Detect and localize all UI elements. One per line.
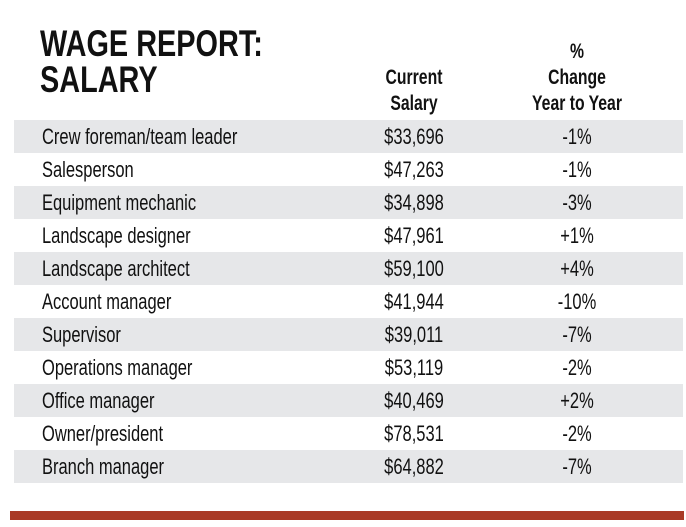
position-cell: Operations manager	[42, 355, 193, 380]
table-row: Supervisor $39,011 -7%	[14, 318, 683, 351]
change-cell: -7%	[562, 454, 592, 479]
position-cell: Branch manager	[42, 454, 164, 479]
change-cell: -1%	[562, 157, 592, 182]
table-row: Account manager $41,944 -10%	[14, 285, 683, 318]
column-header-salary: Current Salary	[369, 65, 459, 117]
table-row: Equipment mechanic $34,898 -3%	[14, 186, 683, 219]
title-line-2: SALARY	[40, 59, 158, 100]
salary-cell: $40,469	[384, 388, 444, 413]
header-line: Year to Year	[532, 92, 622, 115]
title-line-1: WAGE REPORT:	[40, 23, 263, 64]
position-cell: Equipment mechanic	[42, 190, 197, 215]
salary-cell: $39,011	[384, 322, 444, 347]
header-line: Salary	[390, 92, 438, 115]
salary-cell: $41,944	[384, 289, 444, 314]
change-cell: -7%	[562, 322, 592, 347]
table-row: Operations manager $53,119 -2%	[14, 351, 683, 384]
salary-cell: $47,263	[384, 157, 444, 182]
table-row: Landscape architect $59,100 +4%	[14, 252, 683, 285]
table-row: Office manager $40,469 +2%	[14, 384, 683, 417]
change-cell: -10%	[557, 289, 597, 314]
position-cell: Landscape designer	[42, 223, 191, 248]
table-row: Branch manager $64,882 -7%	[14, 450, 683, 483]
change-cell: +4%	[560, 256, 594, 281]
accent-bar	[10, 511, 684, 520]
header-line: Change	[548, 66, 606, 89]
table-row: Owner/president $78,531 -2%	[14, 417, 683, 450]
column-header-change: % Change Year to Year	[517, 39, 637, 117]
change-cell: -2%	[562, 421, 592, 446]
salary-cell: $34,898	[384, 190, 444, 215]
position-cell: Owner/president	[42, 421, 164, 446]
change-cell: -3%	[562, 190, 592, 215]
wage-table: Crew foreman/team leader $33,696 -1% Salesp…	[14, 120, 683, 483]
change-cell: +2%	[560, 388, 594, 413]
position-cell: Account manager	[42, 289, 172, 314]
change-cell: -2%	[562, 355, 592, 380]
salary-cell: $64,882	[384, 454, 444, 479]
salary-cell: $33,696	[384, 124, 444, 149]
salary-cell: $59,100	[384, 256, 444, 281]
position-cell: Crew foreman/team leader	[42, 124, 238, 149]
header-line: Current	[385, 66, 443, 89]
table-row: Landscape designer $47,961 +1%	[14, 219, 683, 252]
salary-cell: $53,119	[384, 355, 444, 380]
position-cell: Salesperson	[42, 157, 134, 182]
salary-cell: $47,961	[384, 223, 444, 248]
position-cell: Landscape architect	[42, 256, 190, 281]
salary-cell: $78,531	[384, 421, 444, 446]
table-row: Salesperson $47,263 -1%	[14, 153, 683, 186]
page-title: WAGE REPORT: SALARY	[40, 23, 263, 100]
position-cell: Office manager	[42, 388, 155, 413]
header-line: %	[569, 40, 585, 63]
position-cell: Supervisor	[42, 322, 121, 347]
table-row: Crew foreman/team leader $33,696 -1%	[14, 120, 683, 153]
change-cell: +1%	[560, 223, 594, 248]
change-cell: -1%	[562, 124, 592, 149]
